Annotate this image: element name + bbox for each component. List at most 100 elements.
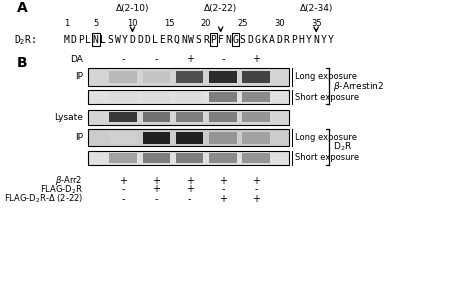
Text: L: L: [85, 35, 91, 45]
Text: K: K: [262, 35, 268, 45]
Text: D$_2$R:: D$_2$R:: [14, 33, 36, 47]
Bar: [143, 92, 170, 102]
Text: L: L: [100, 35, 106, 45]
Bar: [176, 71, 203, 83]
Bar: [109, 112, 137, 123]
Text: +: +: [219, 194, 227, 204]
Bar: [242, 92, 270, 102]
Bar: [88, 68, 289, 86]
Text: P: P: [291, 35, 297, 45]
Text: P: P: [78, 35, 84, 45]
Bar: [242, 132, 270, 144]
Text: D: D: [71, 35, 77, 45]
Text: -: -: [155, 54, 158, 64]
Text: Δ(2-22): Δ(2-22): [204, 4, 237, 13]
Text: A: A: [269, 35, 275, 45]
Text: IP: IP: [75, 73, 83, 81]
Text: G: G: [255, 35, 260, 45]
Bar: [88, 110, 289, 125]
Bar: [242, 112, 270, 123]
Text: Short exposure: Short exposure: [295, 153, 359, 162]
Text: D: D: [144, 35, 150, 45]
Text: Y: Y: [320, 35, 327, 45]
Bar: [176, 112, 203, 123]
Text: +: +: [153, 176, 160, 186]
Text: Δ(2-34): Δ(2-34): [300, 4, 333, 13]
Bar: [209, 71, 237, 83]
Text: $\beta$-Arrestin2: $\beta$-Arrestin2: [333, 80, 384, 93]
Text: +: +: [153, 184, 160, 194]
Text: M: M: [64, 35, 69, 45]
Text: S: S: [108, 35, 113, 45]
Text: -: -: [221, 54, 225, 64]
Text: Long exposure: Long exposure: [295, 133, 357, 142]
Text: L: L: [152, 35, 157, 45]
Text: R: R: [203, 35, 209, 45]
Text: Y: Y: [122, 35, 128, 45]
Text: Δ(2-10): Δ(2-10): [116, 4, 149, 13]
Text: +: +: [186, 176, 193, 186]
Text: -: -: [155, 194, 158, 204]
Bar: [209, 153, 237, 163]
Text: N: N: [181, 35, 187, 45]
Bar: [109, 153, 137, 163]
Text: A: A: [17, 1, 27, 15]
Bar: [176, 132, 203, 144]
Text: P: P: [210, 35, 216, 45]
Text: E: E: [159, 35, 165, 45]
Text: +: +: [186, 184, 193, 194]
Text: W: W: [188, 35, 194, 45]
Text: R: R: [166, 35, 172, 45]
Text: N: N: [313, 35, 319, 45]
Text: D: D: [129, 35, 136, 45]
Text: G: G: [232, 35, 238, 45]
Text: -: -: [188, 194, 191, 204]
Bar: [88, 151, 289, 165]
Text: D: D: [276, 35, 283, 45]
Text: Y: Y: [306, 35, 312, 45]
Bar: [109, 132, 137, 144]
Bar: [209, 92, 237, 102]
Text: Y: Y: [328, 35, 334, 45]
Bar: [176, 92, 203, 102]
Text: +: +: [119, 176, 127, 186]
Text: -: -: [121, 194, 125, 204]
Text: -: -: [121, 54, 125, 64]
Bar: [176, 153, 203, 163]
Text: -: -: [121, 184, 125, 194]
Text: 35: 35: [311, 19, 321, 28]
Text: Short exposure: Short exposure: [295, 93, 359, 102]
Bar: [92, 33, 100, 46]
Text: FLAG-D$_2$R-$\Delta$ (2-22): FLAG-D$_2$R-$\Delta$ (2-22): [4, 193, 83, 205]
Text: S: S: [196, 35, 201, 45]
Text: N: N: [93, 35, 99, 45]
Text: B: B: [17, 56, 27, 70]
Bar: [109, 92, 137, 102]
Text: Long exposure: Long exposure: [295, 73, 357, 81]
Text: 15: 15: [164, 19, 174, 28]
Text: Q: Q: [173, 35, 180, 45]
Text: N: N: [225, 35, 231, 45]
Bar: [109, 71, 137, 83]
Bar: [209, 132, 237, 144]
Text: S: S: [240, 35, 246, 45]
Text: 30: 30: [274, 19, 285, 28]
Text: D$_2$R: D$_2$R: [333, 141, 353, 153]
Text: FLAG-D$_2$R: FLAG-D$_2$R: [40, 183, 83, 196]
Text: +: +: [219, 176, 227, 186]
Text: DA: DA: [70, 55, 83, 64]
Bar: [143, 112, 170, 123]
Text: IP: IP: [75, 133, 83, 142]
Text: 10: 10: [127, 19, 138, 28]
Text: H: H: [299, 35, 304, 45]
Text: D: D: [137, 35, 143, 45]
Bar: [242, 153, 270, 163]
Bar: [209, 112, 237, 123]
Bar: [242, 71, 270, 83]
Text: -: -: [254, 184, 258, 194]
Text: +: +: [252, 194, 260, 204]
Text: D: D: [247, 35, 253, 45]
Bar: [231, 33, 239, 46]
Bar: [143, 132, 170, 144]
Bar: [210, 33, 217, 46]
